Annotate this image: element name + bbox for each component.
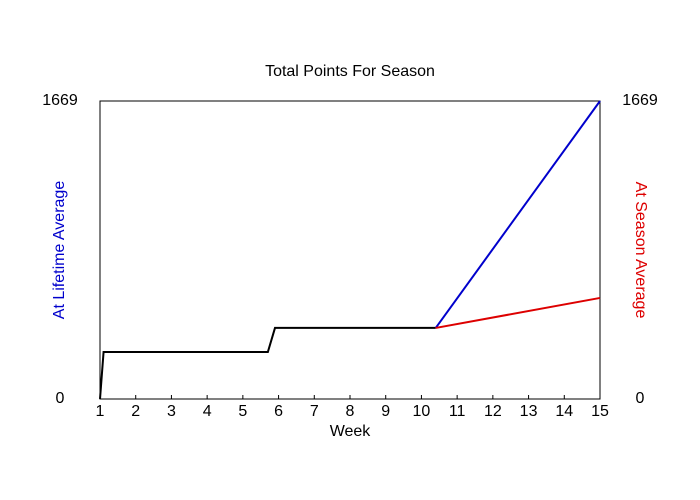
y2-tick-label: 1669 — [622, 92, 658, 109]
x-tick-label: 14 — [555, 403, 573, 420]
x-tick-label: 7 — [310, 403, 319, 420]
x-tick-label: 12 — [484, 403, 502, 420]
y-tick-label: 1669 — [42, 92, 78, 109]
x-tick-label: 8 — [346, 403, 355, 420]
x-tick-label: 6 — [274, 403, 283, 420]
y-tick-label: 0 — [56, 390, 65, 407]
x-tick-label: 1 — [96, 403, 105, 420]
x-tick-label: 9 — [381, 403, 390, 420]
series-line — [434, 100, 601, 329]
series-line — [99, 326, 436, 400]
x-tick-label: 4 — [203, 403, 212, 420]
x-axis-label: Week — [330, 423, 372, 440]
x-tick-label: 13 — [520, 403, 538, 420]
x-tick-label: 2 — [131, 403, 140, 420]
x-tick-label: 5 — [238, 403, 247, 420]
x-tick-label: 10 — [413, 403, 431, 420]
x-tick-label: 15 — [591, 403, 609, 420]
chart-title: Total Points For Season — [265, 63, 435, 80]
y-axis-label: At Lifetime Average — [51, 181, 68, 320]
y2-axis-label: At Season Average — [632, 182, 649, 319]
series-line — [435, 296, 601, 329]
x-tick-label: 11 — [449, 403, 466, 420]
x-tick-label: 3 — [167, 403, 176, 420]
y2-tick-label: 0 — [636, 390, 645, 407]
